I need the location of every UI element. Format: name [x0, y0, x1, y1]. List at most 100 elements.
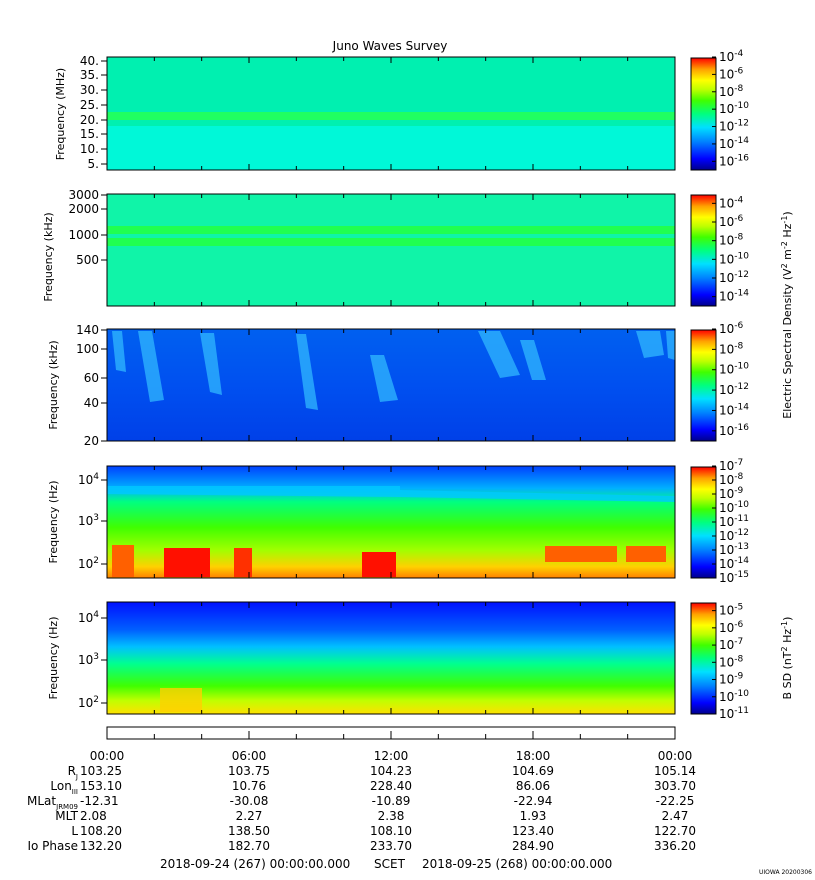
colorbar-tick-label: 10-6	[719, 321, 744, 336]
bsd-colorbar-label: B SD (nT2​ Hz-1​)	[780, 617, 794, 700]
emission-patch	[520, 340, 546, 380]
colorbar-tick-label: 10-14	[719, 289, 749, 304]
panel-lfr-low-ytick-label: 104	[78, 472, 99, 487]
hot-patch	[112, 545, 134, 577]
footer-scet-label: SCET	[374, 857, 406, 871]
panel-hfr-high-ytick: 10.	[80, 142, 107, 156]
panel-lfr-high-ytick-label: 40	[84, 396, 99, 410]
panel-hfr-high-ylabel: Frequency (MHz)	[54, 68, 67, 160]
colorbar-tick-label: 10-11	[719, 514, 749, 529]
panel-lfr-high-emissions	[112, 331, 675, 410]
colorbar-tick-label: 10-8	[719, 341, 744, 356]
ephemeris-value: 2.27	[236, 809, 263, 823]
panel-hfr-high-ytick: 5.	[88, 157, 107, 171]
colorbar-tick-label: 10-12	[719, 119, 749, 134]
ephemeris-value: 2.08	[80, 809, 107, 823]
panel-lfr-high-ytick: 60	[84, 371, 107, 385]
ephemeris-value: -12.31	[80, 794, 119, 808]
panel-hfr-low: Frequency (kHz) 3000 2000 1000 500 10-41…	[42, 188, 749, 307]
colorbar-tick-label: 10-10	[719, 101, 749, 116]
panel-lfr-high-xticks	[106, 329, 676, 441]
ephemeris-row-label: MLatJRM09	[27, 794, 78, 811]
panel-hfr-low-ytick-label: 3000	[68, 188, 99, 202]
watermark: UIOWA 20200306	[759, 869, 812, 876]
panel-magnetic-ytick-label: 102	[78, 695, 99, 710]
ephemeris-value: 104.23	[370, 764, 412, 778]
colorbar-tick-label: 10-14	[719, 136, 749, 151]
colorbar-tick-label: 10-6	[719, 66, 744, 81]
panel-hfr-low-ytick-label: 500	[76, 253, 99, 267]
panel-lfr-high-ytick: 100	[76, 342, 107, 356]
ephemeris-value: 1.93	[520, 809, 547, 823]
ephemeris-value: 153.10	[80, 779, 122, 793]
colorbar-tick-label: 10-11	[719, 706, 749, 721]
panel-hfr-low-xticks	[106, 194, 676, 306]
colorbar-tick-label: 10-9	[719, 672, 744, 687]
footer-end-time: 2018-09-25 (268) 00:00:00.000	[422, 857, 612, 871]
panel-lfr-high-ytick: 140	[76, 323, 107, 337]
panel-lfr-low: Frequency (Hz) 104 103 102 10-710-810-91…	[47, 458, 749, 585]
emission-patch	[296, 334, 318, 410]
panel-hfr-high-ytick-label: 35.	[80, 68, 99, 82]
panel-lfr-low-ytick-label: 103	[78, 513, 99, 528]
ephemeris-value: 2.38	[378, 809, 405, 823]
ephemeris-value: 233.70	[370, 839, 412, 853]
panel-hfr-high-colorbar: 10-4 10-6 10-8 10-10 10-12 10-14 10-16	[690, 49, 749, 171]
colorbar-tick-label: 10-12	[719, 382, 749, 397]
ephemeris-value: 336.20	[654, 839, 696, 853]
panel-hfr-low-band-2	[107, 238, 675, 246]
panel-hfr-high-ytick-label: 25.	[80, 98, 99, 112]
colorbar-tick-label: 10-9	[719, 486, 744, 501]
panel-hfr-high-ytick: 35.	[80, 68, 107, 82]
panel-hfr-low-ytick: 1000	[68, 228, 107, 242]
ephemeris-time: 18:00	[516, 749, 551, 763]
panel-magnetic-ytick-label: 104	[78, 610, 99, 625]
ephemeris-value: 122.70	[654, 824, 696, 838]
ephemeris-row-label: RJ	[68, 764, 78, 781]
colorbar-tick-label: 10-13	[719, 542, 749, 557]
ephemeris-value: 104.69	[512, 764, 554, 778]
panel-hfr-high-ytick-label: 20.	[80, 113, 99, 127]
ephemeris-value: 303.70	[654, 779, 696, 793]
panel-magnetic: Frequency (Hz) 104 103 102 10-510-610-71…	[47, 601, 749, 721]
ephemeris-row-label: L	[71, 824, 78, 838]
panel-hfr-high-ytick-label: 5.	[88, 157, 99, 171]
ephemeris-value: 182.70	[228, 839, 270, 853]
emission-patch	[666, 331, 675, 360]
colorbar-tick-label: 10-15	[719, 570, 749, 585]
panel-hfr-low-colorbar: 10-4 10-6 10-8 10-10 10-12 10-14	[690, 194, 749, 307]
emission-patch	[200, 333, 222, 395]
ephemeris-time: 06:00	[232, 749, 267, 763]
ephemeris-value: -10.89	[372, 794, 411, 808]
panel-hfr-low-ytick: 3000	[68, 188, 107, 202]
panel-hfr-high-ytick-label: 15.	[80, 127, 99, 141]
panel-magnetic-ytick: 102	[78, 695, 107, 710]
panel-hfr-high-ytick: 20.	[80, 113, 107, 127]
panel-hfr-high-ytick-label: 30.	[80, 83, 99, 97]
panel-lfr-low-ytick: 103	[78, 513, 107, 528]
colorbar-tick-label: 10-10	[719, 251, 749, 266]
ephemeris-value: 284.90	[512, 839, 554, 853]
panel-lfr-low-cutoff	[107, 486, 675, 502]
panel-magnetic-ylabel: Frequency (Hz)	[47, 617, 60, 700]
ephemeris-time: 12:00	[374, 749, 409, 763]
panel-magnetic-xticks	[106, 602, 676, 714]
panel-hfr-high: Frequency (MHz) 40. 35. 30. 25. 20. 15. …	[54, 49, 749, 171]
panel-hfr-low-ytick-label: 1000	[68, 228, 99, 242]
colorbar-tick-label: 10-14	[719, 556, 749, 571]
emission-patch	[138, 331, 164, 402]
ephemeris-row-label: LonIII	[50, 779, 78, 796]
panel-magnetic-ytick-label: 103	[78, 652, 99, 667]
panel-lfr-low-xticks	[106, 466, 676, 578]
footer-start-time: 2018-09-24 (267) 00:00:00.000	[160, 857, 350, 871]
colorbar-tick-label: 10-12	[719, 270, 749, 285]
ephemeris-value: -30.08	[230, 794, 269, 808]
colorbar-tick-label: 10-16	[719, 423, 749, 438]
ephemeris-time: 00:00	[90, 749, 125, 763]
ephemeris-value: 138.50	[228, 824, 270, 838]
hot-patch	[545, 546, 617, 562]
ephemeris-value: 228.40	[370, 779, 412, 793]
emission-patch	[478, 331, 520, 378]
panel-hfr-low-ytick: 500	[76, 253, 107, 267]
ephemeris-value: -22.94	[514, 794, 553, 808]
